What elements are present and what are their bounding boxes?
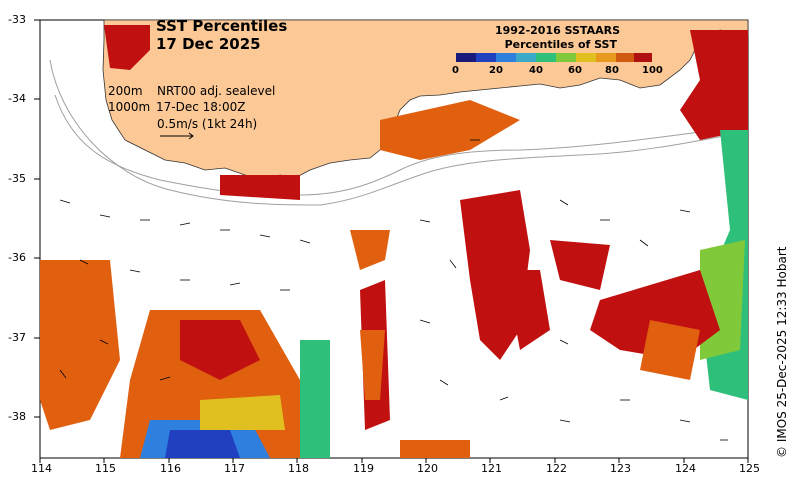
colorbar-swatch (456, 53, 476, 62)
colorbar-tick: 60 (568, 65, 582, 76)
colorbar-tick: 100 (642, 65, 663, 76)
lon-label: 121 (481, 462, 502, 475)
lat-label: -33 (8, 13, 26, 26)
lat-label: -37 (8, 331, 26, 344)
legend-title-2: Percentiles of SST (504, 38, 617, 51)
lat-label: -34 (8, 92, 26, 105)
colorbar-swatch (596, 53, 616, 62)
colorbar-swatch (616, 53, 634, 62)
colorbar-tick: 80 (605, 65, 619, 76)
colorbar-swatch (536, 53, 556, 62)
title-line-1: SST Percentiles (156, 17, 288, 35)
current-vectors (59, 139, 728, 441)
depth-contour-1000: 1000m (108, 100, 151, 114)
vector-scale-label: 0.5m/s (1kt 24h) (157, 117, 258, 131)
model-time: 17-Dec 18:00Z (156, 100, 246, 114)
colorbar-tick: 0 (452, 65, 459, 76)
colorbar-swatch (516, 53, 536, 62)
lon-label: 115 (95, 462, 116, 475)
colorbar-swatch (496, 53, 516, 62)
depth-contour-200: 200m (108, 84, 143, 98)
lon-label: 124 (675, 462, 696, 475)
map-title: SST Percentiles 17 Dec 2025 (156, 17, 287, 53)
lon-label: 114 (31, 462, 52, 475)
lon-label: 118 (288, 462, 309, 475)
lon-label: 117 (224, 462, 245, 475)
lon-label: 125 (739, 462, 760, 475)
colorbar-swatch (476, 53, 496, 62)
colorbar-swatch (634, 53, 652, 62)
colorbar-tick: 40 (529, 65, 543, 76)
credit-text: © IMOS 25-Dec-2025 12:33 Hobart (775, 246, 789, 458)
lon-label: 122 (546, 462, 567, 475)
colorbar-swatch (576, 53, 596, 62)
lon-label: 119 (353, 462, 374, 475)
lat-label: -38 (8, 410, 26, 423)
colorbar (456, 53, 652, 62)
lon-label: 116 (160, 462, 181, 475)
title-line-2: 17 Dec 2025 (156, 35, 261, 53)
colorbar-swatch (556, 53, 576, 62)
lon-label: 120 (417, 462, 438, 475)
lat-label: -35 (8, 172, 26, 185)
lon-label: 123 (610, 462, 631, 475)
model-label: NRT00 adj. sealevel (157, 84, 276, 98)
sst-patches (40, 25, 748, 458)
colorbar-tick: 20 (489, 65, 503, 76)
lat-label: -36 (8, 251, 26, 264)
legend-title-1: 1992-2016 SSTAARS (494, 24, 620, 37)
